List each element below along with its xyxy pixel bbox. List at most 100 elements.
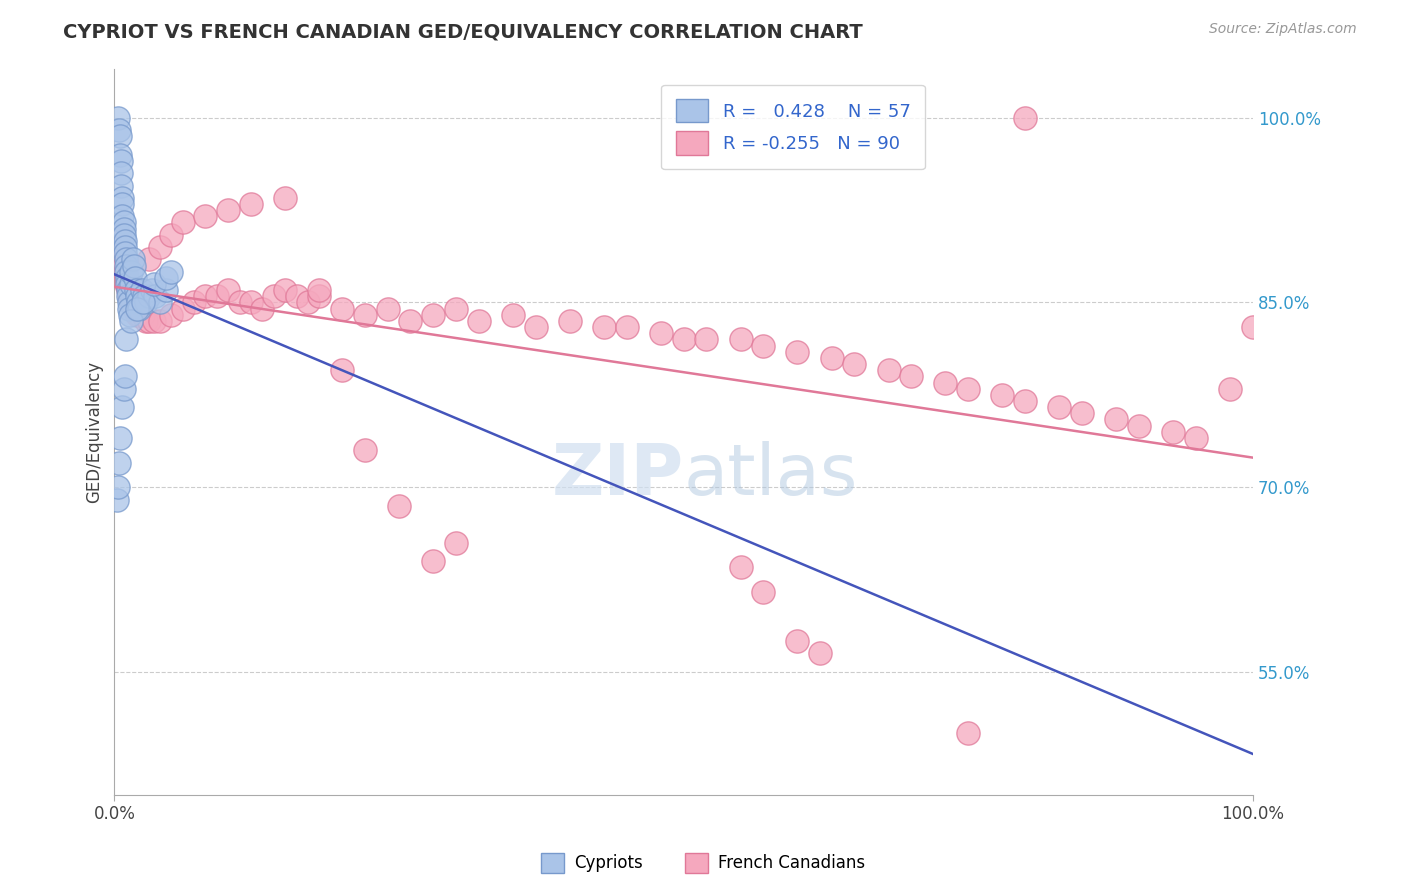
Point — [115, 277, 138, 291]
Point — [388, 499, 411, 513]
Point — [308, 283, 330, 297]
Point — [138, 252, 160, 267]
Point — [122, 301, 145, 316]
Point — [132, 289, 155, 303]
Point — [143, 277, 166, 291]
Point — [145, 289, 167, 303]
Point — [149, 240, 172, 254]
Point — [183, 295, 205, 310]
Point — [114, 271, 136, 285]
Legend: Cypriots, French Canadians: Cypriots, French Canadians — [534, 847, 872, 880]
Point — [138, 314, 160, 328]
Point — [114, 246, 136, 260]
Point — [121, 295, 143, 310]
Point — [172, 301, 194, 316]
Point — [128, 301, 150, 316]
Point — [114, 265, 136, 279]
Point — [110, 166, 132, 180]
Point — [274, 191, 297, 205]
Point — [135, 314, 157, 328]
Point — [120, 308, 142, 322]
Y-axis label: GED/Equivalency: GED/Equivalency — [86, 360, 103, 503]
Point — [111, 191, 134, 205]
Point — [194, 289, 217, 303]
Point — [1161, 425, 1184, 439]
Point — [149, 314, 172, 328]
Point — [110, 246, 132, 260]
Point — [117, 283, 139, 297]
Point — [957, 382, 980, 396]
Point — [107, 480, 129, 494]
Point — [105, 492, 128, 507]
Point — [112, 221, 135, 235]
Point — [616, 320, 638, 334]
Text: ZIP: ZIP — [551, 441, 683, 510]
Point — [467, 314, 489, 328]
Point — [111, 400, 134, 414]
Point — [108, 147, 131, 161]
Point — [114, 240, 136, 254]
Point — [114, 333, 136, 347]
Point — [730, 560, 752, 574]
Point — [125, 283, 148, 297]
Point — [114, 277, 136, 291]
Point — [135, 295, 157, 310]
Point — [1219, 382, 1241, 396]
Point — [108, 431, 131, 445]
Point — [1014, 394, 1036, 409]
Point — [127, 301, 149, 316]
Point — [444, 301, 467, 316]
Point — [593, 320, 616, 334]
Point — [1241, 320, 1264, 334]
Point — [110, 178, 132, 193]
Point — [114, 369, 136, 384]
Point — [111, 197, 134, 211]
Point — [1047, 400, 1070, 414]
Point — [228, 295, 250, 310]
Point — [108, 456, 131, 470]
Point — [132, 295, 155, 310]
Point — [900, 369, 922, 384]
Point — [120, 289, 142, 303]
Point — [205, 289, 228, 303]
Point — [121, 295, 143, 310]
Point — [128, 308, 150, 322]
Point — [172, 215, 194, 229]
Point — [115, 271, 138, 285]
Point — [108, 123, 131, 137]
Text: atlas: atlas — [683, 441, 858, 510]
Point — [330, 363, 353, 377]
Point — [752, 338, 775, 352]
Point — [127, 295, 149, 310]
Point — [650, 326, 672, 341]
Point — [114, 259, 136, 273]
Point — [112, 227, 135, 242]
Point — [957, 726, 980, 740]
Legend: R =   0.428    N = 57, R = -0.255   N = 90: R = 0.428 N = 57, R = -0.255 N = 90 — [661, 85, 925, 169]
Point — [117, 283, 139, 297]
Point — [844, 357, 866, 371]
Point — [354, 443, 377, 458]
Point — [240, 197, 263, 211]
Point — [110, 153, 132, 168]
Point — [730, 333, 752, 347]
Point — [934, 376, 956, 390]
Point — [354, 308, 377, 322]
Point — [672, 333, 695, 347]
Point — [502, 308, 524, 322]
Point — [122, 259, 145, 273]
Point — [155, 283, 177, 297]
Point — [1014, 111, 1036, 125]
Point — [143, 314, 166, 328]
Point — [877, 363, 900, 377]
Point — [115, 277, 138, 291]
Point — [399, 314, 422, 328]
Point — [297, 295, 319, 310]
Point — [108, 227, 131, 242]
Point — [112, 215, 135, 229]
Point — [240, 295, 263, 310]
Point — [194, 209, 217, 223]
Point — [274, 283, 297, 297]
Point — [695, 333, 717, 347]
Point — [138, 289, 160, 303]
